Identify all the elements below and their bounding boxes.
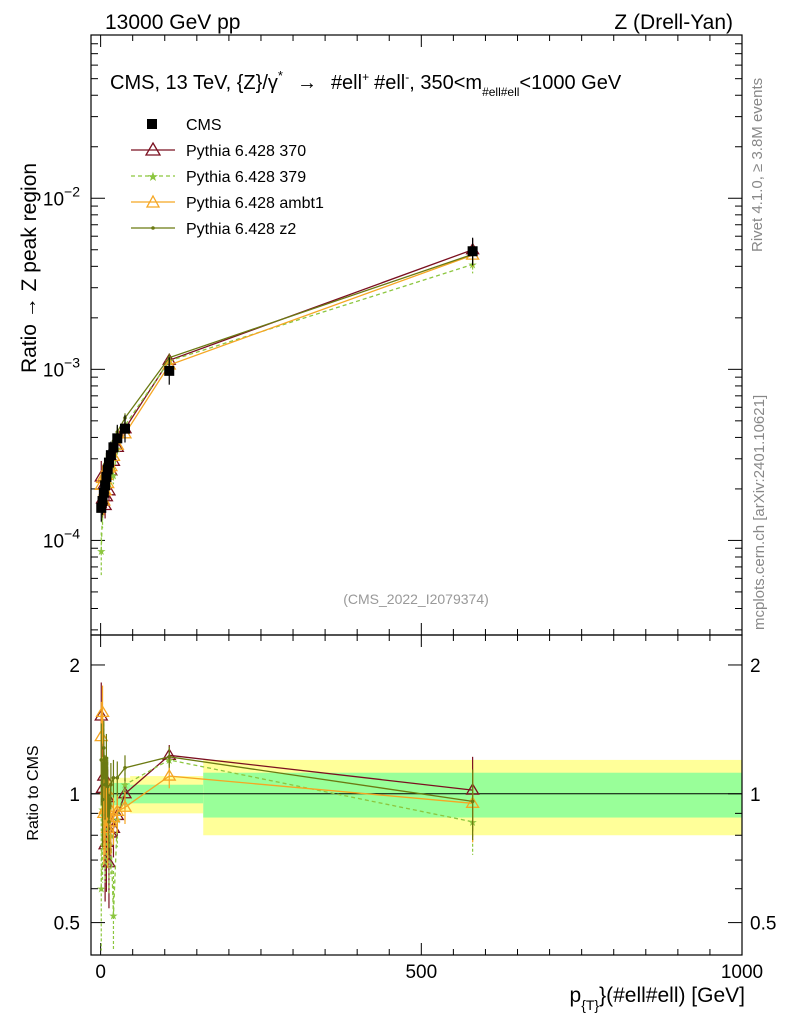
series-ratio-marker — [104, 756, 109, 761]
x-tick-label: 0 — [95, 962, 106, 983]
y-axis-title: Ratio → Z peak region — [18, 163, 41, 373]
cms-point — [101, 471, 112, 482]
series-ratio-marker — [123, 766, 127, 770]
cms-point — [105, 450, 116, 461]
series-ratio-marker: ★ — [120, 780, 130, 792]
legend-label-cms: CMS — [186, 117, 222, 134]
legend-label-370: Pythia 6.428 370 — [186, 143, 306, 160]
series-ratio-marker: ★ — [96, 884, 106, 896]
cms-point — [96, 502, 107, 513]
series-ratio-marker — [111, 775, 116, 780]
series-line-main — [100, 249, 473, 506]
legend: CMS Pythia 6.428 370 ★ Pythia 6.428 379 … — [131, 117, 324, 238]
rivet-label: Rivet 4.1.0, ≥ 3.8M events — [749, 78, 766, 252]
series-line-main — [100, 263, 473, 551]
cms-point — [119, 423, 130, 434]
series-marker: ★ — [96, 546, 106, 558]
cms-point — [108, 442, 119, 453]
plot-title: CMS, 13 TeV, {Z}/γ* → #ell+ #ell-, 350<m#el… — [110, 68, 622, 99]
series-ratio-marker — [105, 784, 110, 789]
cms-point — [164, 365, 175, 376]
series-ratio-marker — [106, 810, 121, 823]
series-marker: ★ — [109, 470, 119, 482]
x-axis-title: p{T}}(#ell#ell) [GeV] — [570, 984, 746, 1013]
ratio-tick-label-left: 0.5 — [54, 914, 80, 935]
ratio-tick-label-right: 2 — [750, 656, 761, 677]
legend-marker-z2 — [151, 226, 155, 230]
header-left: 13000 GeV pp — [105, 11, 240, 34]
cms-data-points — [96, 237, 478, 522]
series-ratio-marker — [162, 768, 177, 781]
series-ratio-marker — [102, 746, 106, 750]
series-ratio-marker — [167, 755, 172, 759]
series-ratio-marker — [100, 797, 105, 802]
legend-marker-370 — [144, 141, 162, 156]
axes: 0 500 1000 10−4 10−3 10−2 0.5 0.5 1 1 2 2 — [43, 34, 776, 983]
series-ratio-marker — [107, 820, 111, 824]
y-tick-label: 10−4 — [43, 525, 80, 552]
series-ratio-marker — [117, 800, 133, 812]
legend-marker-ambt1 — [145, 194, 161, 208]
mcplots-label: mcplots.cern.ch [arXiv:2401.10621] — [751, 395, 768, 630]
cms-point — [112, 433, 123, 444]
series-ratio-marker — [95, 705, 110, 717]
analysis-id: (CMS_2022_I2079374) — [343, 591, 489, 607]
cms-point — [102, 464, 113, 475]
series-ratio-marker — [470, 799, 475, 804]
ratio-tick-label-right: 0.5 — [750, 914, 776, 935]
x-tick-label: 1000 — [721, 962, 763, 983]
legend-label-z2: Pythia 6.428 z2 — [186, 221, 296, 238]
y-tick-label: 10−2 — [43, 183, 80, 210]
ratio-tick-label-left: 2 — [69, 656, 80, 677]
ratio-plot-frame — [90, 634, 743, 956]
series-ratio-marker — [115, 775, 120, 780]
uncertainty-bands — [91, 759, 742, 836]
cms-point — [100, 480, 111, 491]
cms-point — [103, 457, 114, 468]
legend-marker-cms — [147, 119, 157, 129]
header-right: Z (Drell-Yan) — [614, 11, 733, 34]
series-ratio-marker: ★ — [109, 910, 119, 922]
x-tick-label: 500 — [405, 962, 437, 983]
cms-point — [97, 495, 108, 506]
series-ratio-marker — [109, 782, 113, 787]
legend-label-379: Pythia 6.428 379 — [186, 169, 306, 186]
ratio-tick-label-right: 1 — [750, 785, 761, 806]
legend-label-ambt1: Pythia 6.428 ambt1 — [186, 195, 324, 212]
y-tick-label: 10−3 — [43, 354, 80, 381]
series-ratio-marker — [99, 758, 104, 762]
cms-point — [98, 487, 109, 498]
legend-marker-379: ★ — [147, 169, 159, 184]
cms-point — [467, 246, 478, 257]
ratio-y-axis-title: Ratio to CMS — [25, 745, 42, 840]
ratio-tick-label-left: 1 — [69, 785, 80, 806]
